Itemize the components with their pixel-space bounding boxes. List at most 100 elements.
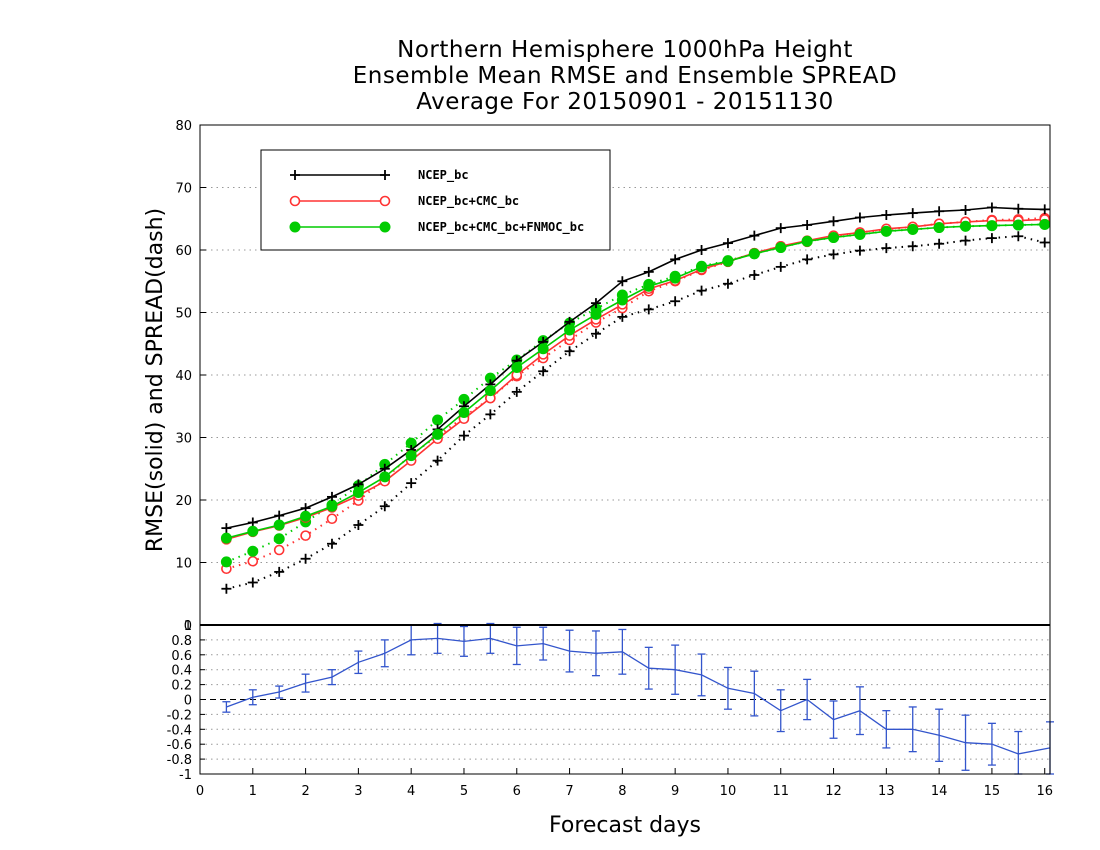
legend-marker-left-1 — [289, 195, 301, 207]
data-point-s3-2 — [274, 566, 285, 577]
data-point-s2-24 — [854, 228, 866, 240]
data-point-s2-9 — [458, 407, 470, 418]
data-point-s3-20 — [749, 270, 760, 280]
error-bar-17 — [671, 644, 680, 695]
error-bar-26 — [908, 706, 917, 753]
data-point-s3-4 — [326, 538, 337, 549]
legend-marker-right-1 — [379, 195, 391, 207]
data-point-s2-6 — [379, 471, 391, 483]
x-tick-label: 2 — [301, 784, 309, 799]
legend-box — [260, 149, 611, 251]
legend-label-1: NCEP_bc+CMC_bc — [418, 194, 519, 209]
data-point-s0-30 — [1013, 203, 1024, 214]
error-bar-16 — [644, 646, 653, 690]
data-point-s4-4 — [326, 513, 338, 525]
data-point-s5-2 — [273, 533, 285, 545]
bottom-y-tick-label: 0.8 — [171, 634, 192, 649]
data-point-s2-10 — [484, 385, 496, 397]
data-point-s3-22 — [802, 254, 813, 265]
data-point-s2-21 — [775, 242, 787, 253]
error-bar-13 — [565, 629, 574, 673]
data-point-s2-11 — [511, 362, 523, 373]
data-point-s4-3 — [300, 530, 311, 541]
data-point-s0-15 — [617, 276, 628, 287]
top-y-tick-label: 20 — [175, 494, 192, 509]
series-line-4 — [226, 217, 1045, 570]
data-point-s0-16 — [643, 266, 654, 277]
data-point-s3-15 — [617, 311, 628, 322]
data-point-s3-7 — [406, 478, 417, 489]
data-point-s2-12 — [537, 343, 549, 355]
error-bar-4 — [327, 669, 336, 686]
data-point-s0-20 — [749, 230, 760, 241]
top-y-tick-label: 80 — [175, 119, 192, 134]
data-point-s3-18 — [696, 285, 707, 296]
data-point-s3-17 — [670, 296, 681, 307]
data-point-s0-22 — [802, 220, 813, 230]
legend-marker-right-2 — [379, 221, 391, 233]
x-tick-label: 8 — [618, 784, 626, 799]
data-point-s2-13 — [564, 324, 576, 336]
data-point-s2-31 — [1039, 218, 1051, 230]
data-point-s0-29 — [986, 202, 997, 213]
top-y-tick-label: 10 — [175, 557, 192, 572]
error-bar-14 — [591, 630, 600, 677]
tick-labels: 1020304050607080-1-0.8-0.6-0.4-0.200.20.… — [167, 119, 1053, 799]
legend-label-0: NCEP_bc — [418, 168, 469, 183]
bottom-y-tick-label: 0.4 — [171, 664, 192, 679]
bottom-y-tick-label: 0 — [184, 694, 192, 709]
error-bar-8 — [433, 622, 442, 654]
data-point-s3-30 — [1013, 231, 1024, 242]
bottom-panel-plot — [222, 622, 1054, 775]
error-bar-1 — [248, 689, 257, 706]
x-tick-label: 6 — [513, 784, 521, 799]
error-bar-2 — [275, 685, 284, 699]
data-point-s2-15 — [616, 294, 628, 306]
chart-title-line-1: Northern Hemisphere 1000hPa Height — [397, 37, 853, 63]
error-bar-0 — [222, 701, 231, 713]
data-point-s0-31 — [1039, 204, 1050, 215]
error-bar-9 — [459, 625, 468, 657]
data-point-s0-19 — [722, 238, 733, 249]
error-bar-23 — [829, 700, 838, 739]
error-bar-25 — [882, 710, 891, 749]
data-point-s2-29 — [986, 220, 998, 232]
data-point-s2-3 — [300, 510, 312, 522]
data-point-s3-14 — [590, 328, 601, 339]
data-point-s0-24 — [854, 212, 865, 223]
data-point-s2-26 — [907, 223, 919, 235]
data-point-s3-1 — [247, 577, 258, 588]
x-tick-label: 9 — [671, 784, 679, 799]
data-point-s3-0 — [221, 583, 232, 594]
x-tick-label: 10 — [720, 784, 737, 799]
top-y-tick-label: 50 — [175, 307, 192, 322]
data-point-s0-25 — [881, 210, 892, 220]
data-point-s3-12 — [538, 366, 549, 377]
data-point-s3-24 — [854, 245, 865, 256]
data-point-s2-4 — [326, 500, 338, 512]
data-point-s2-20 — [748, 248, 760, 260]
bottom-y-tick-label: -1 — [179, 768, 192, 783]
data-point-s2-16 — [643, 280, 655, 292]
data-point-s2-2 — [273, 519, 285, 531]
top-y-tick-label: 70 — [175, 182, 192, 197]
data-point-s3-31 — [1039, 237, 1050, 248]
data-point-s2-23 — [828, 232, 840, 243]
data-point-s2-22 — [801, 235, 813, 247]
x-tick-label: 11 — [772, 784, 789, 799]
x-tick-label: 14 — [931, 784, 948, 799]
error-bar-24 — [855, 686, 864, 736]
data-point-s2-19 — [722, 255, 734, 267]
legend: NCEP_bc NCEP_bc+CMC_bc NCEP_bc+CMC_bc+FNMO… — [260, 149, 611, 251]
x-tick-label: 15 — [984, 784, 1001, 799]
data-point-s3-21 — [775, 261, 786, 272]
difference-line — [226, 637, 1051, 755]
data-point-s2-0 — [220, 532, 232, 544]
data-point-s0-28 — [960, 205, 971, 215]
data-point-s2-1 — [247, 525, 259, 537]
data-point-s2-5 — [352, 487, 364, 498]
error-bar-18 — [697, 653, 706, 697]
data-point-s2-25 — [880, 225, 892, 237]
data-point-s2-7 — [405, 450, 417, 462]
